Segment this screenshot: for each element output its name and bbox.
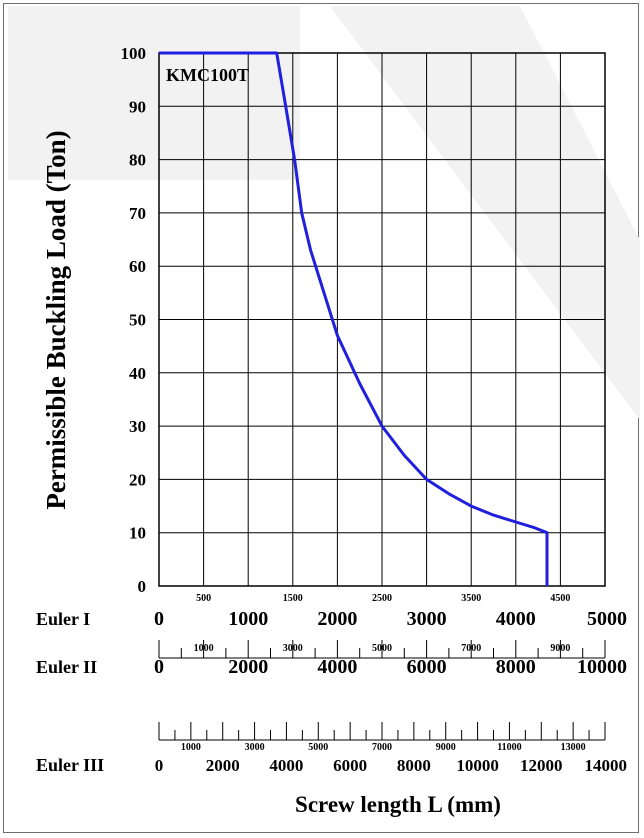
y-tick-label: 100	[121, 44, 147, 63]
x-axis-label: Screw length L (mm)	[295, 792, 501, 817]
scale-major-label: 6000	[333, 756, 367, 775]
scale-major-label: 0	[154, 656, 164, 678]
y-axis-label: Permissible Buckling Load (Ton)	[41, 130, 71, 509]
y-tick-label: 30	[129, 417, 146, 436]
scale-minor-label: 1000	[194, 643, 214, 654]
scale-major-label: 3000	[407, 608, 447, 630]
scale-minor-label: 7000	[461, 643, 481, 654]
scale-euler-iii: Euler III 1000 3000 5000 7000 9000 11000 13000 0…	[36, 722, 627, 775]
scale-major-label: 6000	[407, 656, 447, 678]
y-tick-label: 90	[129, 97, 146, 116]
y-tick-label: 70	[129, 204, 146, 223]
scale-minor-label: 500	[196, 593, 211, 604]
y-tick-label: 80	[129, 151, 146, 170]
scale-major-label: 2000	[317, 608, 357, 630]
euler-scales: Euler I 500 1500 2500 3500 4500 0 1000 2000 3000 4…	[36, 593, 627, 775]
scale-major-label: 0	[155, 756, 164, 775]
scale-major-label: 8000	[397, 756, 431, 775]
scale-minor-label: 2500	[372, 593, 392, 604]
y-tick-label: 0	[138, 577, 147, 596]
scale-major-label: 4000	[269, 756, 303, 775]
y-tick-label: 40	[129, 364, 146, 383]
plot-frame	[158, 52, 606, 587]
scale-major-label: 14000	[585, 756, 628, 775]
scale-major-label: 2000	[206, 756, 240, 775]
plot-border	[158, 52, 606, 587]
scale-minor-label: 5000	[308, 742, 328, 753]
scale-minor-label: 3000	[283, 643, 303, 654]
scale-minor-label: 3500	[461, 593, 481, 604]
y-tick-label: 10	[129, 524, 146, 543]
model-label: KMC100T	[166, 65, 249, 85]
scale-minor-label: 7000	[372, 742, 392, 753]
scale-major-label: 10000	[456, 756, 499, 775]
scale-euler-i: Euler I 500 1500 2500 3500 4500 0 1000 2000 3000 4…	[36, 593, 627, 630]
scale-minor-label: 3000	[245, 742, 265, 753]
scale-minor-label: 13000	[561, 742, 586, 753]
scale-major-label: 10000	[577, 656, 627, 678]
scale-major-label: 5000	[587, 608, 627, 630]
scale-minor-label: 4500	[550, 593, 570, 604]
y-tick-label: 20	[129, 470, 146, 489]
scale-major-label: 0	[154, 608, 164, 630]
scale-major-label: 12000	[520, 756, 563, 775]
scale-major-label: 4000	[496, 608, 536, 630]
scale-euler-ii: Euler II 1000 3000 5000 7000 9000 0 2000 4000 600…	[36, 640, 627, 678]
scale-name: Euler II	[36, 657, 97, 677]
scale-minor-label: 9000	[550, 643, 570, 654]
y-tick-label: 50	[129, 311, 146, 330]
scale-major-label: 1000	[228, 608, 268, 630]
y-tick-labels: 0 10 20 30 40 50 60 70 80 90 100	[121, 44, 147, 596]
y-tick-label: 60	[129, 257, 146, 276]
scale-major-label: 4000	[317, 656, 357, 678]
scale-minor-label: 5000	[372, 643, 392, 654]
scale-minor-label: 11000	[497, 742, 521, 753]
scale-name: Euler I	[36, 609, 90, 629]
scale-major-label: 2000	[228, 656, 268, 678]
scale-minor-label: 1500	[283, 593, 303, 604]
scale-minor-label: 1000	[181, 742, 201, 753]
series-line-kmc100t	[159, 51, 549, 586]
scale-minor-label: 9000	[436, 742, 456, 753]
scale-name: Euler III	[36, 755, 104, 775]
scale-major-label: 8000	[496, 656, 536, 678]
